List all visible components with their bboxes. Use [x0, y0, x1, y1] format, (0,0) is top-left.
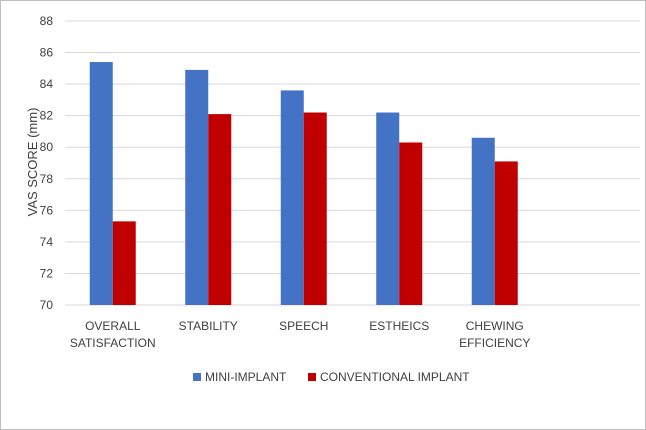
- bar-conventional-implant: [112, 221, 136, 305]
- y-tick-labels: 70 72 74 76 78 80 82 84 86 88: [40, 14, 54, 312]
- y-tick-label: 84: [40, 77, 54, 91]
- y-tick-label: 74: [40, 235, 54, 249]
- bar-mini-implant: [471, 137, 495, 305]
- category-label: CHEWING: [466, 319, 524, 333]
- category-label: OVERALL: [85, 319, 141, 333]
- legend-swatch: [308, 373, 316, 381]
- legend-label: MINI-IMPLANT: [205, 370, 287, 384]
- bar-mini-implant: [89, 62, 113, 306]
- bar-mini-implant: [376, 112, 400, 305]
- category-label: SATISFACTION: [70, 336, 156, 350]
- bar-conventional-implant: [303, 112, 327, 305]
- bars: [89, 62, 518, 306]
- bar-conventional-implant: [494, 161, 518, 305]
- bar-conventional-implant: [399, 142, 423, 305]
- category-label: EFFICIENCY: [459, 336, 530, 350]
- y-tick-label: 82: [40, 109, 54, 123]
- category-labels: OVERALL SATISFACTION STABILITY SPEECH ESTHEI…: [70, 319, 531, 350]
- category-label: ESTHEICS: [369, 319, 429, 333]
- legend: MINI-IMPLANT CONVENTIONAL IMPLANT: [193, 370, 470, 384]
- category-label: STABILITY: [179, 319, 238, 333]
- gridlines: [65, 20, 640, 306]
- legend-swatch: [193, 373, 201, 381]
- y-axis-label: VAS SCORE (mm): [25, 108, 40, 217]
- y-tick-label: 72: [40, 266, 54, 280]
- y-tick-label: 88: [40, 14, 54, 28]
- y-tick-label: 78: [40, 172, 54, 186]
- legend-label: CONVENTIONAL IMPLANT: [320, 370, 470, 384]
- y-tick-label: 76: [40, 203, 54, 217]
- y-tick-label: 70: [40, 298, 54, 312]
- category-label: SPEECH: [279, 319, 328, 333]
- y-tick-label: 86: [40, 46, 54, 60]
- bar-mini-implant: [280, 90, 304, 305]
- y-tick-label: 80: [40, 140, 54, 154]
- bar-mini-implant: [185, 69, 209, 306]
- bar-conventional-implant: [208, 114, 232, 305]
